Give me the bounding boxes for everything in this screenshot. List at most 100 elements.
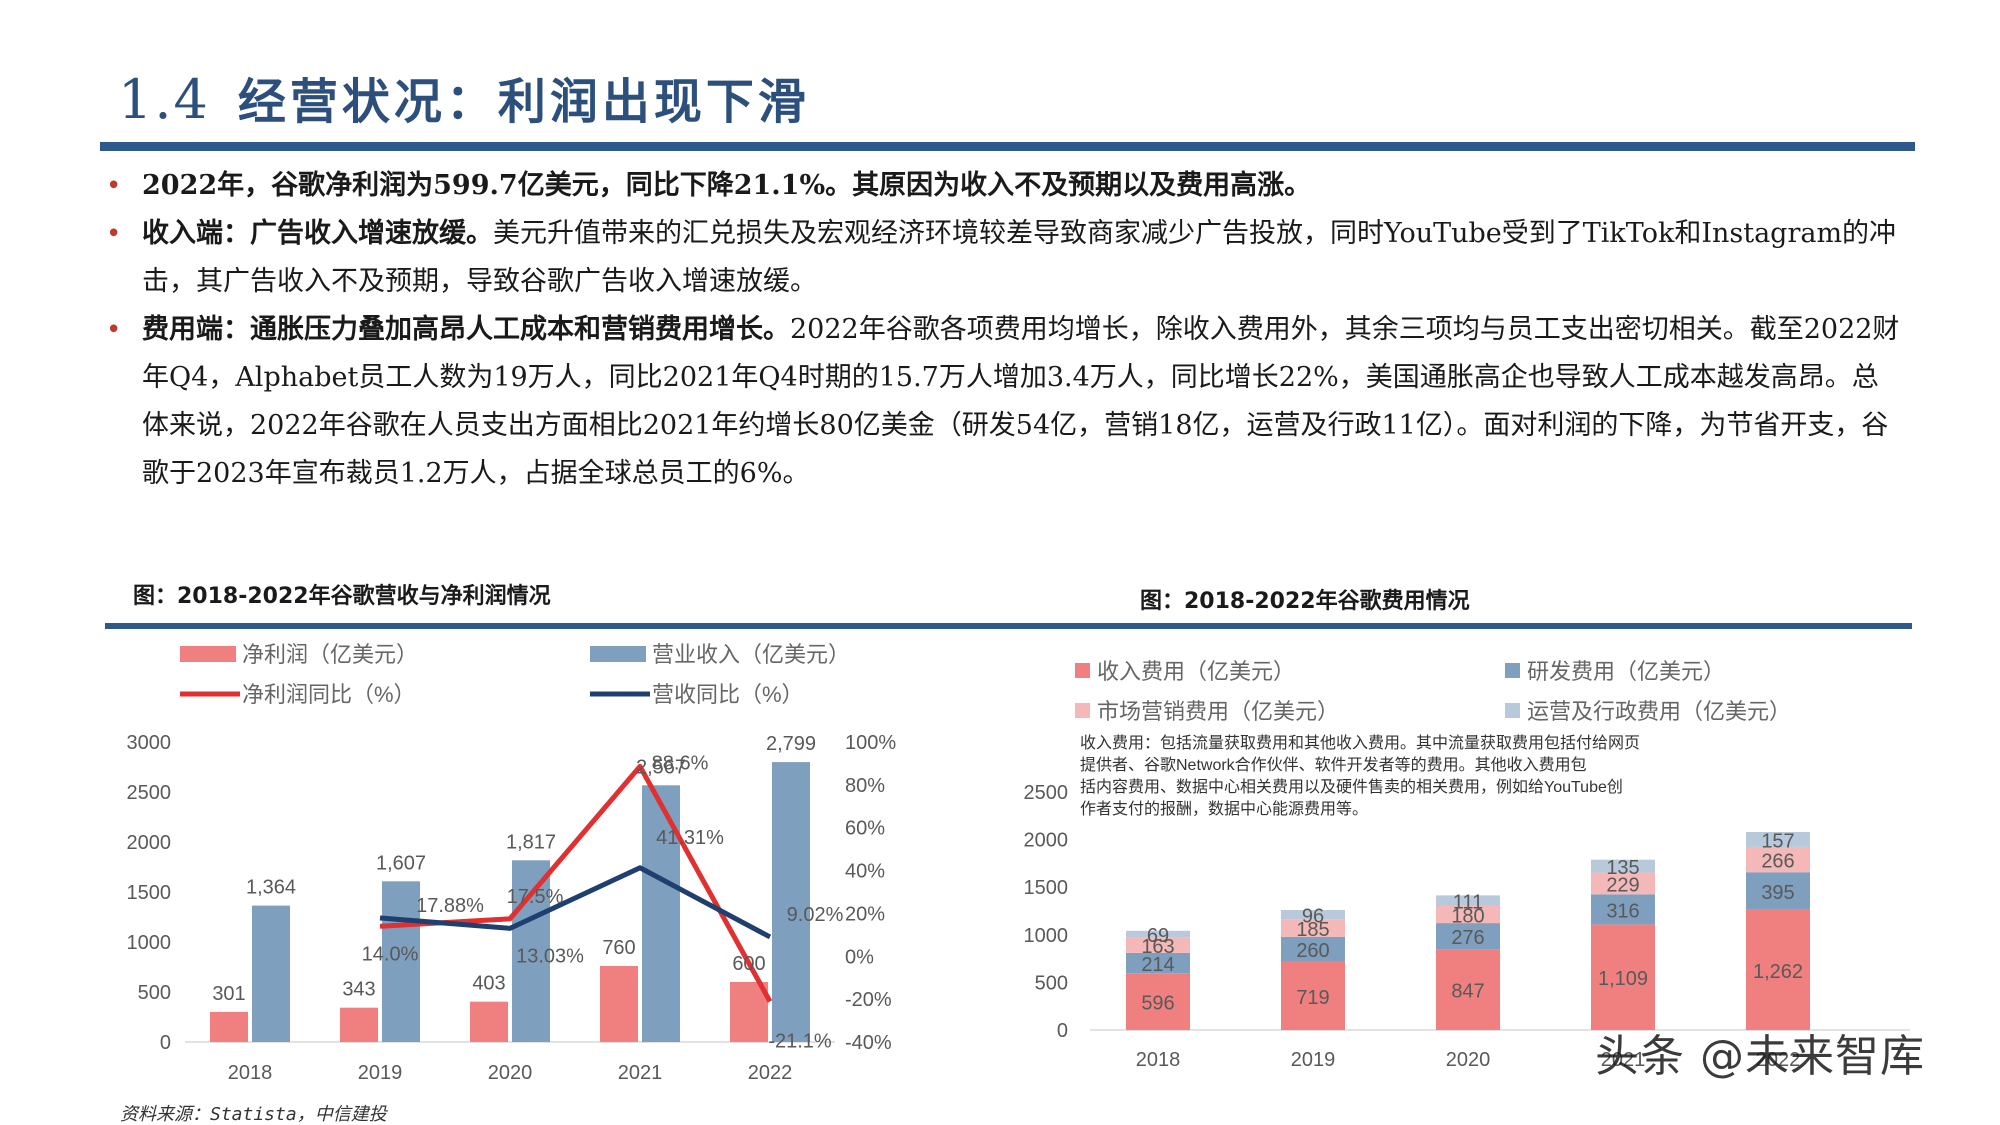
chart2-title: 图：2018-2022年谷歌费用情况	[1140, 589, 1470, 614]
x-tick-label: 2018	[228, 1062, 273, 1084]
expense-value-label: 214	[1141, 954, 1174, 976]
x-tick-label: 2019	[358, 1062, 403, 1084]
y-right-tick-label: 100%	[845, 732, 896, 754]
expense-value-label: 260	[1296, 940, 1329, 962]
page-title: 1.4 经营状况：利润出现下滑	[118, 62, 810, 132]
revenue-yoy-label: 17.88%	[416, 895, 484, 917]
chart1-legend: 净利润（亿美元） 营业收入（亿美元） 净利润同比（%） 营收同比（%）	[180, 642, 850, 707]
legend-label: 运营及行政费用（亿美元）	[1527, 699, 1791, 724]
chart1-bars	[210, 762, 810, 1042]
net-profit-bar	[210, 1011, 248, 1042]
y-right-tick-label: 80%	[845, 775, 885, 797]
expense-value-label: 847	[1451, 981, 1484, 1003]
legend-label: 净利润（亿美元）	[242, 642, 418, 667]
expense-bar-segment	[1281, 910, 1345, 920]
legend-label: 净利润同比（%）	[242, 682, 416, 707]
bullet-item: • 2022年，谷歌净利润为599.7亿美元，同比下降21.1%。其原因为收入不…	[100, 162, 1900, 210]
bullet-lead: 收入端：广告收入增速放缓。	[142, 218, 493, 249]
chart1-data-labels: 301 1,364 343 1,607 403 1,817 760 2,567 600 2,799…	[212, 733, 843, 1052]
expense-value-label: 276	[1451, 927, 1484, 949]
bullet-text: 2022年谷歌各项费用均增长，除收入费用外，其余三项均与员工支出密切相关。截至2…	[142, 314, 1900, 489]
x-tick-label: 2021	[618, 1062, 663, 1084]
net-profit-label: 403	[472, 973, 505, 995]
x-tick-label: 2022	[748, 1062, 793, 1084]
expense-value-label: 596	[1141, 993, 1174, 1015]
y-right-tick-label: -40%	[845, 1032, 892, 1054]
expense-bar-segment	[1126, 930, 1190, 938]
net-profit-bar	[470, 1001, 508, 1042]
chart2-note: 收入费用：包括流量获取费用和其他收入费用。其中流量获取费用包括付给网页提供者、谷…	[1080, 734, 1640, 818]
expense-value-label: 135	[1606, 857, 1639, 879]
net-profit-bar	[340, 1007, 378, 1042]
y-left-tick-label: 2500	[127, 782, 172, 804]
chart-note-line: 收入费用：包括流量获取费用和其他收入费用。其中流量获取费用包括付给网页	[1080, 734, 1640, 752]
bullet-item: • 收入端：广告收入增速放缓。美元升值带来的汇兑损失及宏观经济环境较差导致商家减…	[100, 210, 1900, 306]
bullet-lead: 2022年，谷歌净利润为599.7亿美元，同比下降21.1%。其原因为收入不及预…	[142, 170, 1312, 201]
legend-label: 营收同比（%）	[652, 682, 804, 707]
legend-label: 收入费用（亿美元）	[1097, 659, 1295, 684]
legend-swatch	[180, 646, 236, 662]
expense-value-label: 316	[1606, 900, 1639, 922]
legend-swatch	[1075, 703, 1090, 718]
expense-value-label: 180	[1451, 906, 1484, 928]
x-tick-label: 2019	[1291, 1049, 1336, 1071]
expense-bar-segment	[1436, 923, 1500, 950]
expense-value-label: 266	[1761, 851, 1794, 873]
net-profit-bar	[730, 982, 768, 1042]
net-profit-label: 760	[602, 937, 635, 959]
net-profit-bar	[600, 966, 638, 1042]
expense-value-label: 96	[1302, 906, 1324, 928]
net-profit-label: 301	[212, 983, 245, 1005]
legend-swatch	[1505, 703, 1520, 718]
expense-bar-segment	[1746, 872, 1810, 910]
bullet-dot-icon: •	[106, 219, 122, 249]
expense-bar-segment	[1126, 973, 1190, 1030]
revenue-label: 2,567	[636, 756, 686, 778]
expense-value-label: 163	[1141, 936, 1174, 958]
revenue-label: 2,799	[766, 733, 816, 755]
bullet-text: 美元升值带来的汇兑损失及宏观经济环境较差导致商家减少广告投放，同时YouTube…	[142, 218, 1897, 297]
net-profit-yoy-label: 88.6%	[652, 752, 709, 774]
revenue-profit-chart: 净利润（亿美元） 营业收入（亿美元） 净利润同比（%） 营收同比（%） 0 500 100…	[127, 642, 897, 1084]
expense-bar-segment	[1436, 949, 1500, 1030]
revenue-yoy-label: 9.02%	[787, 904, 844, 926]
expense-bar-segment	[1281, 919, 1345, 937]
watermark: 头条 @未来智库	[1595, 1031, 1925, 1082]
expense-bar-segment	[1591, 859, 1655, 873]
chart1-title: 图：2018-2022年谷歌营收与净利润情况	[133, 584, 551, 609]
expense-bar-segment	[1436, 905, 1500, 924]
expense-bar-segment	[1746, 846, 1810, 873]
bullet-dot-icon: •	[106, 171, 122, 201]
legend-swatch	[1505, 663, 1520, 678]
expense-bar-segment	[1126, 937, 1190, 953]
expense-bar-segment	[1591, 894, 1655, 925]
expense-value-label: 157	[1761, 830, 1794, 852]
expense-value-label: 719	[1296, 987, 1329, 1009]
chart-note-line: 提供者、谷歌Network合作伙伴、软件开发者等的费用。其他收入费用包	[1080, 756, 1587, 774]
net-profit-label: 600	[732, 953, 765, 975]
expense-value-label: 69	[1147, 925, 1169, 947]
y-right-tick-label: 20%	[845, 903, 885, 925]
chart2-bars	[1126, 831, 1810, 1030]
section-number: 1.4	[118, 68, 210, 131]
legend-label: 营业收入（亿美元）	[652, 642, 850, 667]
y-right-tick-label: 40%	[845, 861, 885, 883]
x-tick-label: 2022	[1756, 1049, 1801, 1071]
expense-bar-segment	[1436, 895, 1500, 906]
y-left-tick-label: 1500	[127, 882, 172, 904]
y-right-tick-label: -20%	[845, 989, 892, 1011]
x-tick-label: 2020	[488, 1062, 533, 1084]
revenue-bar	[252, 905, 290, 1042]
chart-divider	[105, 623, 1912, 629]
expense-bar-segment	[1746, 831, 1810, 847]
revenue-yoy-label: 13.03%	[516, 945, 584, 967]
y-right-tick-label: 60%	[845, 818, 885, 840]
revenue-yoy-label: 41.31%	[656, 827, 724, 849]
legend-swatch	[590, 646, 646, 662]
y-left-tick-label: 500	[138, 982, 171, 1004]
y-tick-label: 0	[1057, 1020, 1068, 1042]
expense-value-label: 1,262	[1753, 961, 1803, 983]
bullet-dot-icon: •	[106, 315, 122, 345]
revenue-bar	[382, 881, 420, 1042]
